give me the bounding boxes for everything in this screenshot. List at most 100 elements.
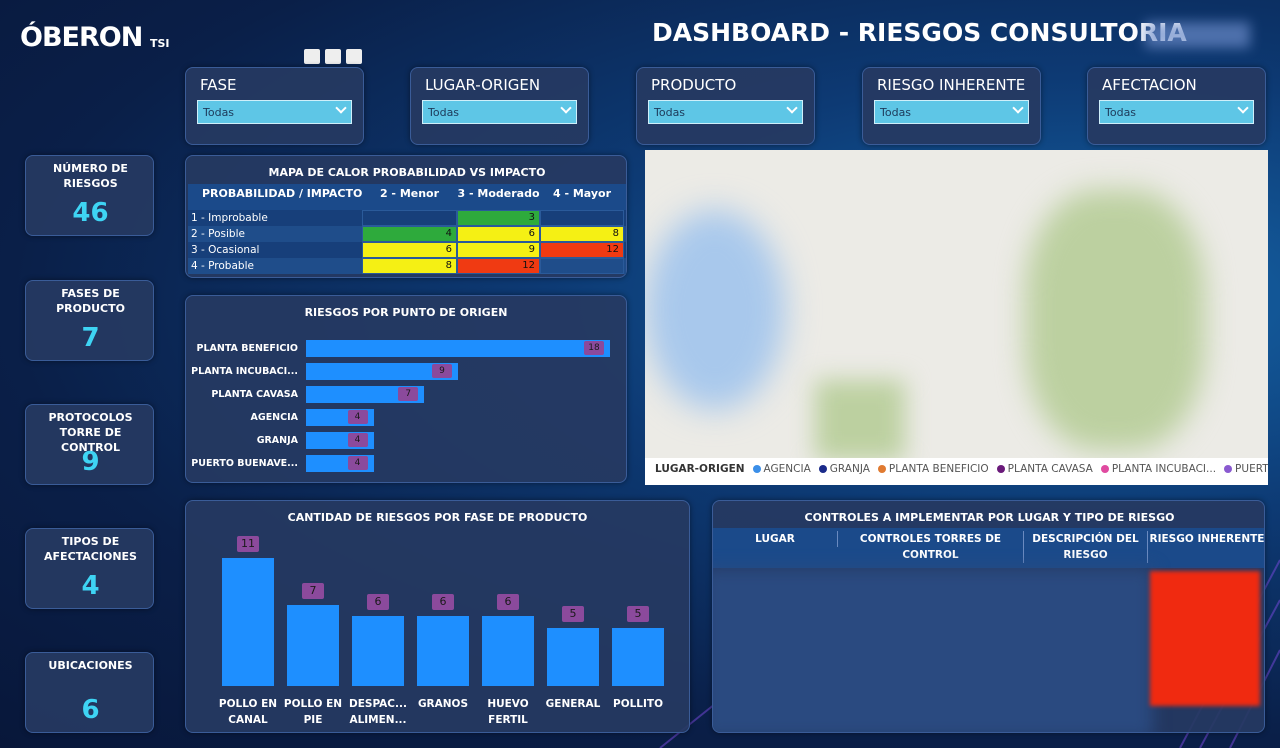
data-label: 11 <box>237 536 259 552</box>
map-land <box>815 380 905 460</box>
kpi-label: FASES DE PRODUCTO <box>56 287 125 315</box>
filter-card: LUGAR-ORIGEN Todas <box>410 67 589 145</box>
filter-dropdown[interactable]: Todas <box>197 100 352 124</box>
data-label: 5 <box>562 605 584 622</box>
x-tick-label: HUEVO FERTIL <box>487 698 529 726</box>
legend-swatch <box>752 465 761 473</box>
kpi-label: NÚMERO DE RIESGOS <box>53 162 128 190</box>
heatmap-cell: 12 <box>457 258 540 274</box>
kpi-value: 4 <box>81 571 100 601</box>
heatmap-row-label: 2 - Posible <box>191 228 245 240</box>
legend-label: PLANTA BENEFICIO <box>888 463 989 475</box>
filter-dropdown[interactable]: Todas <box>1099 100 1254 124</box>
y-tick-label: AGENCIA <box>250 412 298 423</box>
heatmap-row-label: 3 - Ocasional <box>191 244 260 256</box>
legend-label: GRANJA <box>829 463 870 475</box>
x-tick-label: POLLITO <box>613 698 663 710</box>
heatmap-column: 4 - Mayor <box>552 187 612 200</box>
kpi-card: FASES DE PRODUCTO 7 <box>25 280 154 361</box>
dropdown-value: Todas <box>880 106 912 119</box>
dropdown-chevron <box>560 102 572 114</box>
legend-label: PLANTA INCUBACI... <box>1111 463 1217 475</box>
bar <box>306 386 425 403</box>
filter-label: AFECTACION <box>1102 76 1197 94</box>
legend-swatch <box>996 465 1005 473</box>
heatmap-column: 2 - Menor <box>379 187 440 200</box>
filter-icon[interactable] <box>304 49 320 64</box>
data-label: 18 <box>584 341 604 355</box>
bar <box>222 558 274 686</box>
kpi-value: 6 <box>81 695 100 725</box>
heatmap-header <box>188 184 626 210</box>
heatmap-row-label: 1 - Improbable <box>191 212 268 224</box>
dropdown-chevron <box>1012 102 1024 114</box>
dropdown-value: Todas <box>203 106 235 119</box>
chart-panel: CANTIDAD DE RIESGOS POR FASE DE PRODUCTO… <box>185 500 690 733</box>
kpi-card: PROTOCOLOS TORRE DE CONTROL 9 <box>25 404 154 485</box>
filter-dropdown[interactable]: Todas <box>648 100 803 124</box>
legend-swatch <box>818 465 827 473</box>
bar <box>306 340 610 357</box>
x-tick-label: DESPAC... ALIMEN... <box>349 698 407 726</box>
focus-icon[interactable] <box>325 49 341 64</box>
column-header: CONTROLES TORRES DE CONTROL <box>838 531 1024 563</box>
table-title: CONTROLES A IMPLEMENTAR POR LUGAR Y TIPO… <box>804 511 1175 524</box>
heatmap-cell: 6 <box>457 226 540 242</box>
bar <box>417 616 469 686</box>
heatmap-cell: 4 <box>362 226 457 242</box>
legend-item: PLANTA BENEFICIO <box>877 463 989 475</box>
heatmap-cell: 8 <box>540 226 624 242</box>
dropdown-value: Todas <box>654 106 686 119</box>
heatmap-cell: 6 <box>362 242 457 258</box>
data-label: 7 <box>398 387 419 401</box>
chart-panel: RIESGOS POR PUNTO DE ORIGEN PLANTA BENEFI… <box>185 295 627 483</box>
data-label: 5 <box>627 605 649 622</box>
data-label: 6 <box>432 594 454 611</box>
heatmap-row-label: 4 - Probable <box>191 260 254 272</box>
kpi-card: TIPOS DE AFECTACIONES 4 <box>25 528 154 609</box>
data-label: 4 <box>347 433 368 447</box>
filter-label: LUGAR-ORIGEN <box>425 76 541 94</box>
logo: ÓBERON <box>20 22 143 53</box>
kpi-value: 7 <box>81 323 100 353</box>
more-icon[interactable] <box>346 49 362 64</box>
legend-item: PLANTA INCUBACI... <box>1100 463 1217 475</box>
map-panel: LUGAR-ORIGEN AGENCIA GRANJA PLANTA BENEFICI… <box>645 150 1268 485</box>
y-tick-label: PLANTA INCUBACI... <box>191 366 298 377</box>
plot-area: 11 POLLO EN CANAL 7 POLLO EN PIE 6 DESPAC... … <box>212 501 692 734</box>
x-tick-label: GENERAL <box>545 698 601 710</box>
kpi-label: UBICACIONES <box>48 659 133 672</box>
heatmap-cell <box>540 210 624 226</box>
bar <box>482 616 534 686</box>
y-tick-label: PLANTA BENEFICIO <box>196 343 299 354</box>
kpi-card: UBICACIONES 6 <box>25 652 154 733</box>
column-header: LUGAR <box>713 531 838 547</box>
bar <box>306 363 458 380</box>
legend-item: PLANTA CAVASA <box>996 463 1093 475</box>
filter-dropdown[interactable]: Todas <box>422 100 577 124</box>
map-land <box>1025 190 1205 450</box>
table-header <box>713 528 1264 568</box>
heatmap-cell <box>362 210 457 226</box>
data-label: 6 <box>497 594 519 611</box>
y-tick-label: PLANTA CAVASA <box>211 389 298 400</box>
data-label: 4 <box>347 410 368 424</box>
data-label: 9 <box>432 364 452 378</box>
filter-dropdown[interactable]: Todas <box>874 100 1029 124</box>
legend-swatch <box>1224 465 1233 473</box>
dropdown-value: Todas <box>1105 106 1137 119</box>
legend-item: PUERTO BUE... <box>1224 463 1268 475</box>
x-tick-label: POLLO EN CANAL <box>218 698 278 726</box>
map-legend: LUGAR-ORIGEN AGENCIA GRANJA PLANTA BENEFICI… <box>655 463 1268 475</box>
legend-swatch <box>877 465 886 473</box>
blurred-logo <box>1145 22 1250 48</box>
bar <box>547 627 599 686</box>
legend-label: AGENCIA <box>763 463 811 475</box>
bar <box>612 627 664 686</box>
kpi-label: TIPOS DE AFECTACIONES <box>44 535 137 563</box>
chart-title: CANTIDAD DE RIESGOS POR FASE DE PRODUCTO <box>287 511 588 524</box>
filter-label: PRODUCTO <box>651 76 737 94</box>
map-legend-bg <box>645 458 1268 485</box>
heatmap-title: MAPA DE CALOR PROBABILIDAD VS IMPACTO <box>268 166 546 179</box>
filter-card: RIESGO INHERENTE Todas <box>862 67 1041 145</box>
